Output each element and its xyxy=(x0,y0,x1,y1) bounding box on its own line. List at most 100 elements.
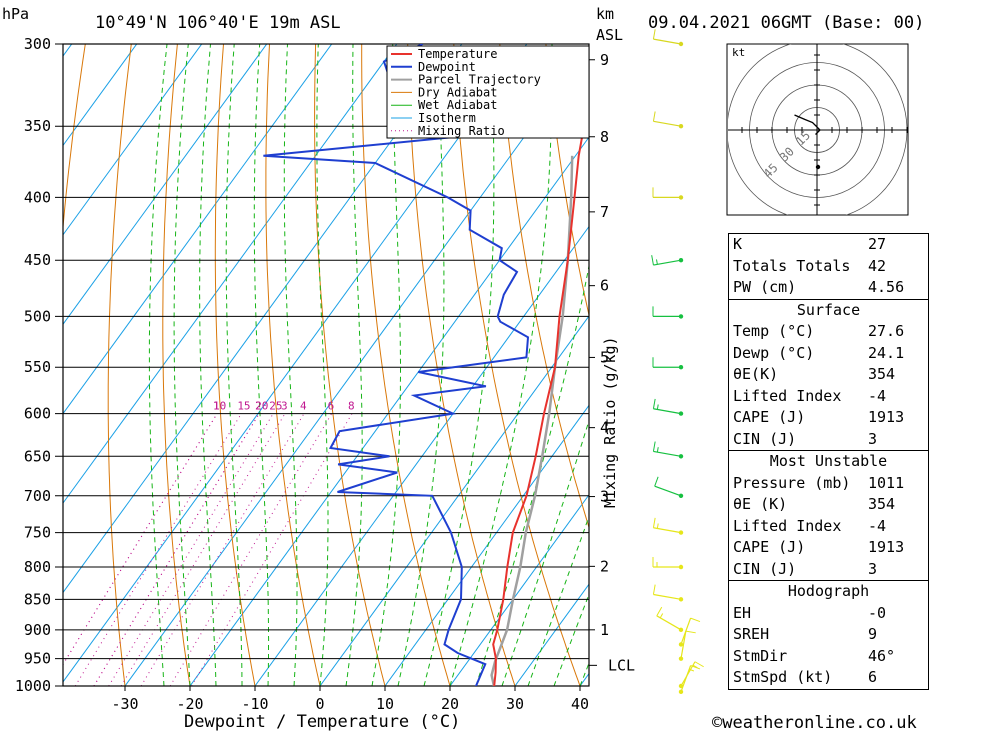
km-tick-label: 4 xyxy=(600,419,609,437)
index-label: StmSpd (kt) xyxy=(733,668,833,686)
km-units: km xyxy=(596,5,614,23)
wind-barb xyxy=(653,408,682,415)
barb-half xyxy=(656,259,658,265)
wind-barb xyxy=(654,485,682,497)
temperature-line xyxy=(492,62,589,686)
mixing-ratio-label: 6 xyxy=(328,400,335,413)
wet-adiabat-line xyxy=(173,44,191,686)
pressure-tick-label: 850 xyxy=(24,590,51,608)
barb-half xyxy=(692,664,698,669)
index-value: 354 xyxy=(868,365,896,383)
index-row: PW (cm) 4.56 xyxy=(729,277,928,299)
pressure-units: hPa xyxy=(2,5,29,23)
dry-adiabat-line xyxy=(545,44,589,318)
index-label: PW (cm) xyxy=(733,278,797,296)
mixing-ratio-line xyxy=(140,413,305,686)
index-value: 1011 xyxy=(868,473,905,492)
pressure-tick-label: 750 xyxy=(24,524,51,542)
legend-label: Mixing Ratio xyxy=(418,124,505,138)
x-tick-label: 20 xyxy=(441,695,459,713)
barb-half xyxy=(656,523,659,529)
index-row: Lifted Index -4 xyxy=(729,516,928,538)
x-tick-label: -30 xyxy=(111,695,138,713)
index-label: K xyxy=(733,235,743,253)
wet-adiabat-line xyxy=(199,44,217,686)
location-title: 10°49'N 106°40'E 19m ASL xyxy=(95,13,341,33)
km-tick-label: 5 xyxy=(600,348,609,366)
index-label: SREH xyxy=(733,625,770,643)
index-row: SREH 9 xyxy=(729,624,928,646)
x-tick-label: 40 xyxy=(571,695,589,713)
index-row: CAPE (J) 1913 xyxy=(729,407,928,429)
km-tick-label: 6 xyxy=(600,277,609,295)
wet-adiabat-line xyxy=(501,418,589,686)
wind-barb xyxy=(653,38,682,45)
barb-flag xyxy=(654,476,659,487)
wind-barb xyxy=(680,661,696,687)
wind-barb xyxy=(680,617,692,645)
index-row: K 27 xyxy=(729,234,928,256)
wind-barb xyxy=(653,120,682,127)
barb-flag xyxy=(685,630,696,634)
wind-barb xyxy=(653,593,682,600)
barb-flag xyxy=(652,29,656,40)
mixing-ratio-line xyxy=(191,413,353,686)
mixing-ratio-label: 25 xyxy=(269,400,282,413)
pressure-tick-label: 900 xyxy=(24,621,51,639)
index-value: 42 xyxy=(868,256,887,275)
index-value: 24.1 xyxy=(868,343,905,362)
index-label: θE(K) xyxy=(733,365,779,383)
footer-credit: ©weatheronline.co.uk xyxy=(712,713,917,733)
section-title-surface: Surface xyxy=(729,298,928,322)
pressure-tick-label: 1000 xyxy=(15,677,51,695)
pressure-tick-label: 500 xyxy=(24,307,51,325)
index-row: Totals Totals 42 xyxy=(729,256,928,278)
x-tick-label: 0 xyxy=(315,695,324,713)
hodograph-trace xyxy=(794,114,821,135)
wet-adiabat-line xyxy=(148,44,168,686)
index-row: Lifted Index -4 xyxy=(729,386,928,408)
wind-dot xyxy=(678,258,684,263)
pressure-tick-label: 300 xyxy=(24,35,51,53)
index-value: 46° xyxy=(868,646,896,665)
isotherm-line xyxy=(63,44,138,147)
index-value: 6 xyxy=(868,668,878,686)
barb-half xyxy=(656,447,659,453)
pressure-tick-label: 450 xyxy=(24,251,51,269)
km-tick-label: 3 xyxy=(600,488,609,506)
plot-border xyxy=(62,43,590,687)
index-value: 354 xyxy=(868,495,896,513)
index-label: CAPE (J) xyxy=(733,538,806,556)
pressure-tick-label: 950 xyxy=(24,650,51,668)
km-tick-label: 8 xyxy=(600,128,609,146)
mixing-ratio-label: 4 xyxy=(300,400,307,413)
wet-adiabat-line xyxy=(371,44,401,686)
index-value: 27 xyxy=(868,235,887,253)
wind-barb xyxy=(653,527,682,534)
index-value: 1913 xyxy=(868,538,905,556)
legend-label: Dewpoint xyxy=(418,60,476,74)
x-tick-label: 30 xyxy=(506,695,524,713)
barb-half xyxy=(656,404,659,410)
index-label: CIN (J) xyxy=(733,559,797,578)
axes: 1 2 3 4 6 810 15 20 2530035040045050055060065070… xyxy=(15,35,635,713)
x-tick-label: -10 xyxy=(241,695,268,713)
index-value: 4.56 xyxy=(868,278,905,296)
wind-barb xyxy=(656,615,682,631)
x-tick-label: -20 xyxy=(176,695,203,713)
index-label: Totals Totals xyxy=(733,256,851,275)
mixing-ratio-label: 1 xyxy=(213,400,220,413)
mixing-ratio-label: 15 xyxy=(237,400,250,413)
mixing-ratio-label: 2 xyxy=(255,400,262,413)
index-row: Dewp (°C) 24.1 xyxy=(729,343,928,365)
indices-table: K 27 Totals Totals 42 PW (cm) 4.56 Surface Temp… xyxy=(728,233,929,690)
legend-label: Isotherm xyxy=(418,111,476,125)
legend-label: Wet Adiabat xyxy=(418,98,497,112)
index-label: EH xyxy=(733,603,752,622)
parcel-trajectory-line xyxy=(490,155,574,686)
isotherm-line xyxy=(63,44,398,504)
dry-adiabat-line xyxy=(63,44,86,233)
